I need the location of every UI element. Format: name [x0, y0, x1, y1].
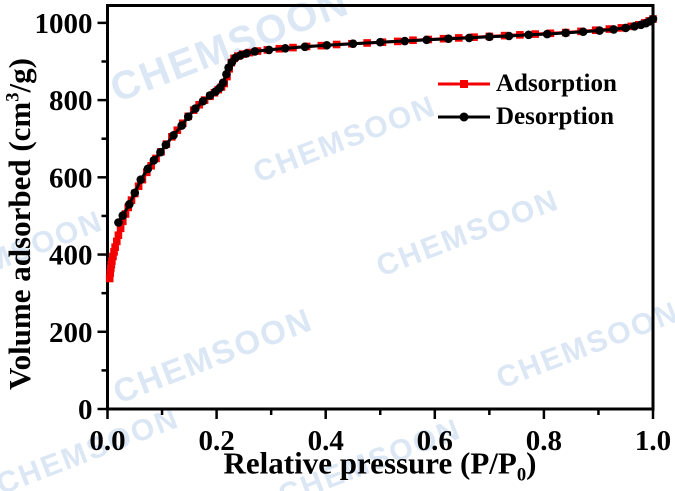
desorption-line-marker-icon: [438, 112, 490, 121]
adsorption-line: [108, 17, 654, 279]
y-axis: 0 200 400 600 800 1000: [35, 8, 108, 426]
y-tick-label: 1000: [35, 8, 93, 40]
desorption-series: [114, 14, 658, 227]
desorption-point-marker: [198, 96, 208, 106]
adsorption-point-marker: [110, 248, 118, 256]
y-tick-label: 800: [49, 85, 93, 117]
adsorption-point-marker: [118, 217, 127, 226]
desorption-point-marker: [218, 78, 228, 88]
desorption-point-marker: [281, 44, 290, 53]
desorption-point-marker: [595, 26, 604, 35]
desorption-point-marker: [125, 200, 134, 209]
adsorption-point-marker: [111, 243, 119, 252]
desorption-point-marker: [264, 45, 274, 55]
desorption-point-marker: [250, 47, 260, 56]
x-tick-label: 0.4: [308, 425, 344, 457]
desorption-point-marker: [375, 37, 385, 47]
desorption-point-marker: [609, 25, 619, 34]
y-tick-label: 200: [49, 317, 93, 349]
desorption-point-marker: [118, 211, 128, 220]
y-axis-title-sup: 3: [2, 92, 24, 102]
x-axis-title: Relative pressure (P/P0): [224, 445, 537, 486]
adsorption-point-marker: [116, 224, 125, 233]
desorption-point-marker: [648, 14, 658, 24]
x-axis-title-text: Relative pressure (P/P: [223, 445, 517, 481]
adsorption-series: [105, 15, 657, 283]
desorption-point-marker: [400, 36, 410, 46]
desorption-point-marker: [422, 35, 431, 45]
adsorption-point-marker: [105, 274, 114, 283]
desorption-point-marker: [242, 49, 251, 58]
desorption-point-marker: [156, 147, 165, 157]
x-tick-label: 0.0: [89, 425, 125, 457]
adsorption-point-marker: [106, 269, 115, 277]
legend-label-desorption: Desorption: [496, 102, 615, 130]
adsorption-point-marker: [108, 257, 116, 265]
adsorption-point-marker: [114, 231, 123, 240]
desorption-point-marker: [504, 31, 514, 41]
desorption-point-marker: [222, 69, 231, 79]
y-axis-title: Volume adsorbed (cm3/g): [2, 58, 38, 390]
desorption-point-marker: [561, 28, 571, 38]
legend-item-desorption: Desorption: [437, 100, 617, 133]
y-tick-label: 400: [49, 240, 93, 272]
legend: Adsorption Desorption: [437, 67, 617, 133]
desorption-point-marker: [136, 175, 146, 184]
desorption-point-marker: [524, 30, 533, 40]
y-tick-label: 0: [78, 394, 93, 426]
x-tick-label: 1.0: [635, 425, 671, 457]
y-axis-title-unit: /g): [2, 58, 37, 93]
desorption-point-marker: [114, 218, 123, 227]
desorption-point-marker: [191, 104, 200, 113]
adsorption-line-marker-icon: [438, 79, 490, 88]
x-tick-label: 0.6: [417, 425, 453, 457]
desorption-point-marker: [183, 112, 193, 122]
x-axis-title-close: ): [526, 445, 537, 481]
x-tick-label: 0.2: [198, 425, 234, 457]
desorption-point-marker: [177, 121, 186, 130]
adsorption-point-marker: [112, 237, 121, 246]
desorption-point-marker: [621, 23, 631, 33]
desorption-point-marker: [464, 33, 474, 43]
x-tick-label: 0.8: [526, 425, 562, 457]
desorption-point-marker: [322, 40, 332, 50]
x-axis: 0.0 0.2 0.4 0.6 0.8 1.0: [89, 409, 671, 457]
legend-label-adsorption: Adsorption: [496, 69, 617, 97]
y-axis-title-text: Volume adsorbed (cm: [2, 101, 37, 390]
desorption-point-marker: [149, 156, 159, 165]
desorption-point-marker: [630, 22, 639, 31]
desorption-point-marker: [169, 130, 178, 140]
desorption-point-marker: [542, 29, 552, 39]
legend-item-adsorption: Adsorption: [437, 67, 617, 100]
desorption-point-marker: [161, 140, 171, 150]
x-axis-title-sub: 0: [516, 464, 527, 486]
desorption-point-marker: [143, 164, 153, 174]
desorption-point-marker: [578, 27, 588, 37]
y-tick-label: 600: [49, 162, 93, 194]
adsorption-point-marker: [109, 252, 117, 261]
desorption-point-marker: [485, 32, 494, 42]
desorption-point-marker: [444, 34, 453, 44]
desorption-point-marker: [300, 42, 310, 52]
desorption-point-marker: [348, 39, 358, 49]
desorption-point-marker: [130, 188, 140, 198]
adsorption-point-marker: [106, 264, 115, 273]
